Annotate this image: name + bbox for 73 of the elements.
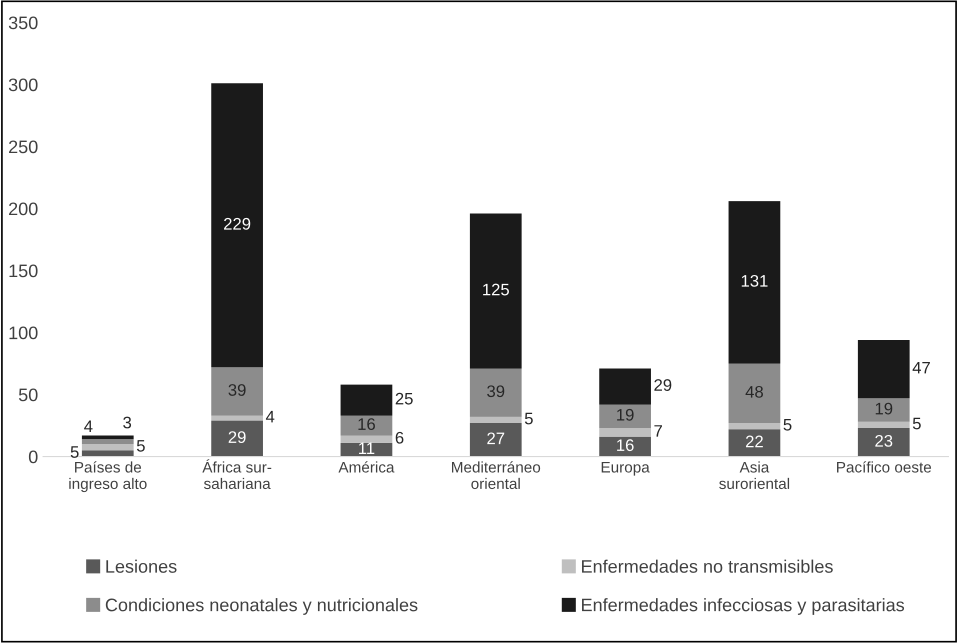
data-label: 7 (654, 425, 662, 437)
data-label: 27 (487, 432, 504, 444)
y-tick-label: 0 (28, 450, 38, 464)
x-tick-label: Pacífico oeste (837, 461, 932, 473)
x-tick-label: Europa (602, 462, 650, 476)
bar (599, 368, 651, 404)
bar (470, 368, 522, 417)
bar (340, 416, 392, 436)
y-tick-label: 250 (9, 140, 38, 154)
data-label: 125 (483, 284, 509, 296)
bar (728, 423, 780, 430)
y-tick-label: 150 (10, 264, 38, 278)
bar (211, 416, 263, 421)
bar (470, 423, 522, 457)
data-label: 19 (617, 408, 634, 421)
data-label: 131 (742, 274, 768, 287)
x-tick-label: África sur- sahariana (202, 459, 272, 490)
legend-label: Enfermedades infecciosas y parasitarias (582, 598, 904, 615)
data-label: 47 (912, 362, 930, 374)
y-tick-label: 350 (8, 16, 38, 30)
data-label: 5 (524, 412, 533, 424)
data-label: 4 (84, 420, 93, 432)
x-tick-label: Países de ingreso alto (69, 461, 147, 492)
y-tick-label: 100 (10, 326, 38, 340)
bar (211, 367, 263, 416)
data-label: 5 (136, 440, 145, 452)
data-label: 5 (70, 446, 79, 458)
data-label: 6 (396, 432, 404, 444)
bar (470, 416, 522, 424)
bar (340, 435, 392, 443)
data-label: 23 (875, 434, 892, 447)
bar (728, 429, 780, 457)
data-label: 3 (123, 416, 132, 428)
bar (211, 83, 263, 368)
data-label: 19 (876, 402, 892, 414)
data-label: 5 (912, 418, 921, 430)
bar (858, 422, 910, 428)
bar (599, 428, 651, 437)
bar (728, 201, 780, 364)
data-label: 39 (487, 385, 504, 398)
x-tick-label: América (338, 461, 394, 473)
data-label: 48 (746, 386, 763, 398)
y-tick-label: 300 (8, 78, 38, 92)
data-label: 29 (654, 379, 672, 391)
bar (340, 384, 392, 416)
bar (858, 428, 910, 457)
data-label: 16 (358, 418, 375, 430)
data-label: 4 (266, 410, 274, 422)
data-label: 29 (228, 431, 246, 444)
legend-label: Enfermedades no transmisibles (582, 560, 833, 573)
bar (858, 398, 910, 422)
bar (470, 213, 522, 368)
bar (728, 364, 780, 424)
bar (599, 404, 651, 428)
bar (82, 435, 134, 440)
y-tick-label: 50 (18, 388, 38, 402)
data-label: 22 (746, 436, 763, 448)
data-label: 5 (784, 418, 792, 431)
bar (858, 340, 910, 398)
data-label: 25 (396, 392, 413, 405)
data-label: 229 (224, 218, 250, 230)
legend-label: Condiciones neonatales y nutricionales (106, 598, 418, 615)
bar (82, 444, 134, 450)
data-label: 16 (617, 439, 634, 452)
bar (82, 439, 134, 444)
data-label: 11 (359, 442, 374, 454)
legend-label: Lesiones (106, 560, 177, 573)
bar (211, 420, 263, 457)
x-tick-label: Mediterráneo oriental (452, 461, 540, 490)
y-tick-label: 200 (9, 202, 38, 216)
x-tick-label: Asia suroriental (719, 461, 790, 490)
data-label: 39 (228, 384, 246, 396)
bar (599, 436, 651, 457)
